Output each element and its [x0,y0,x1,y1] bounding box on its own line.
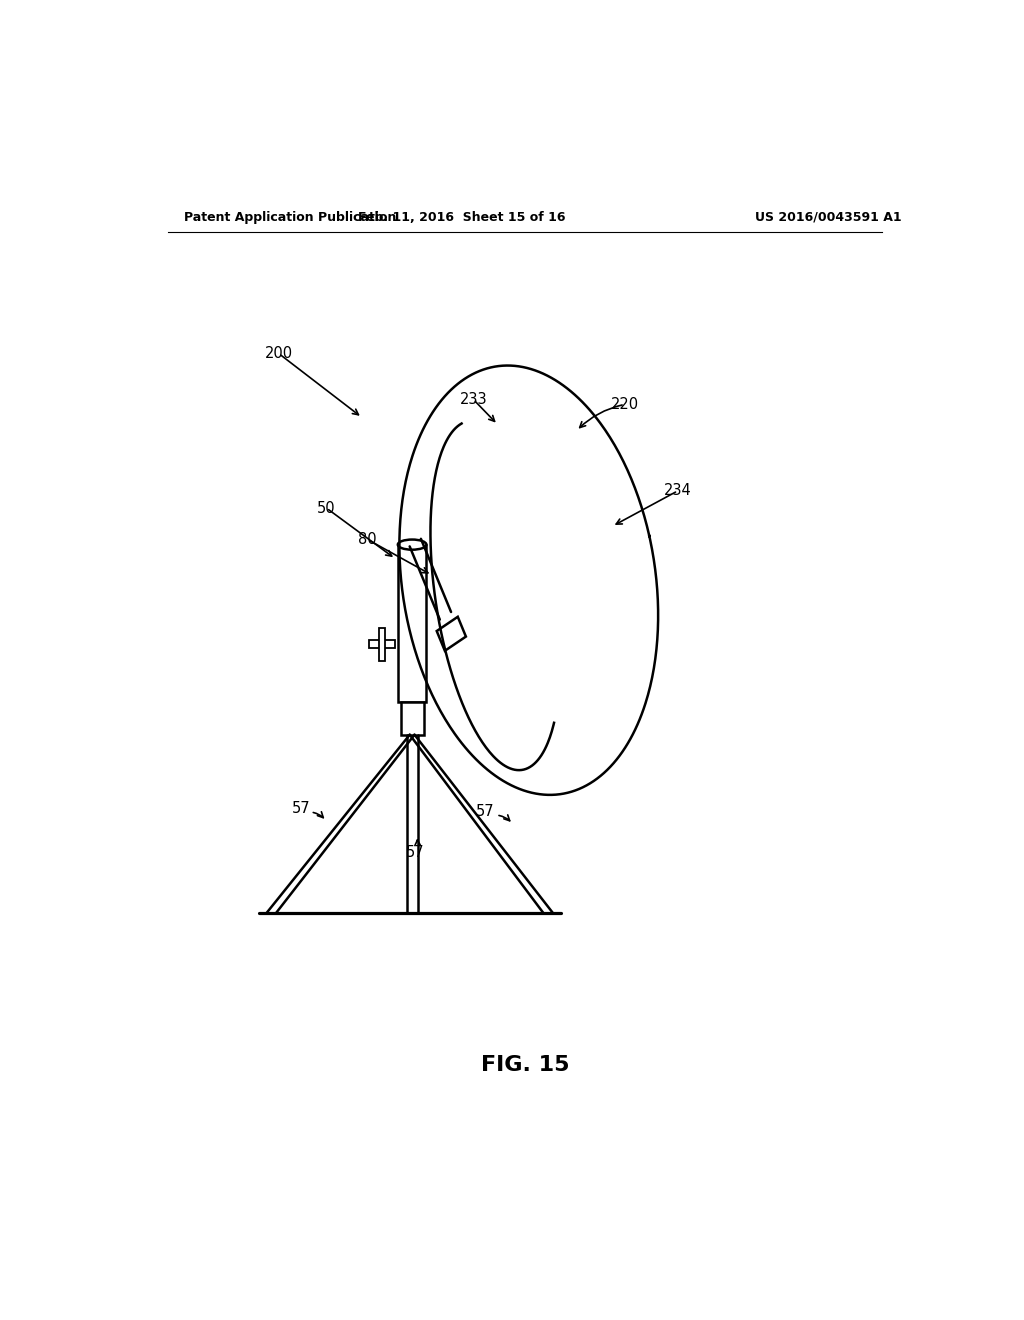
Ellipse shape [397,540,426,549]
Text: US 2016/0043591 A1: US 2016/0043591 A1 [755,211,901,224]
Text: 200: 200 [265,346,293,362]
Text: Patent Application Publication: Patent Application Publication [183,211,396,224]
Text: Feb. 11, 2016  Sheet 15 of 16: Feb. 11, 2016 Sheet 15 of 16 [357,211,565,224]
FancyBboxPatch shape [370,640,394,648]
Text: 220: 220 [610,397,639,412]
Text: 57: 57 [476,804,495,820]
FancyBboxPatch shape [379,628,385,660]
Text: FIG. 15: FIG. 15 [480,1055,569,1074]
Text: 50: 50 [317,500,336,516]
Text: 234: 234 [665,483,692,498]
Text: 57: 57 [406,845,425,861]
Text: 57: 57 [292,801,310,816]
FancyBboxPatch shape [397,545,426,702]
FancyBboxPatch shape [400,702,424,735]
Bar [436,616,466,651]
Text: 233: 233 [460,392,487,407]
Text: 80: 80 [358,532,377,546]
